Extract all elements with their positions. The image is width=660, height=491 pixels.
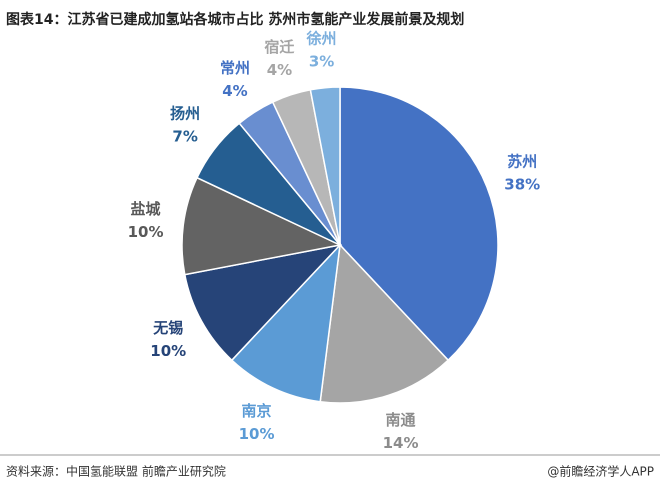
source: 资料来源：中国氢能联盟 前瞻产业研究院 [6, 464, 226, 479]
pie-slice [339, 86, 499, 362]
slice-label: 宿迁 [264, 38, 294, 56]
slice-label: 南通 [386, 411, 416, 429]
pie-slice [181, 176, 343, 276]
slice-label: 南京 [242, 402, 272, 420]
chart-title: 图表14：江苏省已建成加氢站各城市占比 苏州市氢能产业发展前景及规划 [6, 11, 464, 28]
value-label: 14% [383, 434, 419, 452]
value-label: 10% [150, 342, 186, 360]
slice-label: 盐城 [131, 200, 161, 218]
value-label: 3% [309, 52, 334, 70]
pie-slice [183, 243, 343, 362]
pie-slice [319, 243, 450, 404]
value-label: 4% [267, 61, 292, 79]
pie-slice [230, 242, 342, 403]
slice-label: 常州 [220, 59, 250, 77]
value-label: 7% [172, 127, 197, 145]
value-label: 10% [128, 223, 164, 241]
slice-label: 扬州 [170, 104, 200, 122]
value-label: 38% [504, 175, 540, 193]
pie-slice [309, 86, 341, 246]
slice-label: 苏州 [507, 152, 537, 170]
slice-label: 无锡 [152, 319, 183, 337]
value-label: 10% [239, 425, 275, 443]
value-label: 4% [222, 82, 247, 100]
credit: @前瞻经济学人APP [547, 464, 654, 479]
slice-label: 徐州 [306, 29, 337, 47]
